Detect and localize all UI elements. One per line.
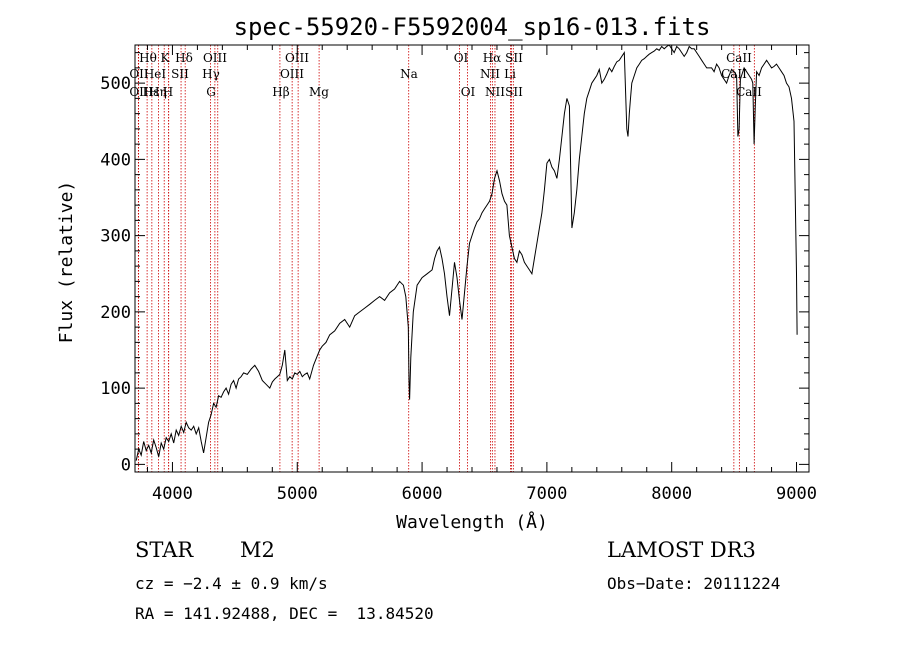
line-label-row1-1: K: [161, 51, 171, 65]
line-label-row3-7: OI: [461, 85, 476, 99]
redshift-readout: cz = −2.4 ± 0.9 km/s: [135, 574, 328, 593]
line-label-row1-8: CaII: [726, 51, 752, 65]
observation-date: Obs−Date: 20111224: [607, 574, 781, 593]
line-label-row1-2: Hδ: [175, 51, 193, 65]
line-label-row3-5: Hβ: [272, 85, 289, 99]
line-label-row2-2: SII: [171, 67, 189, 81]
y-tick-label-400: 400: [100, 150, 131, 170]
line-label-row3-0: OII: [129, 85, 149, 99]
line-label-row2-6: NII: [480, 67, 500, 81]
line-label-row3-2: Hη: [149, 85, 167, 99]
object-subclass: M2: [240, 538, 275, 562]
x-axis-ticks: 4000 5000 6000 7000 8000 9000: [146, 45, 817, 504]
plot-frame: [134, 44, 810, 473]
y-tick-label-200: 200: [100, 303, 131, 323]
line-label-row3-4: G: [206, 85, 216, 99]
x-tick-label-8000: 8000: [651, 484, 692, 504]
x-tick-label-6000: 6000: [402, 484, 443, 504]
line-label-row3-3: H: [163, 85, 173, 99]
line-label-row2-1: HeI: [144, 67, 167, 81]
line-label-row2-3: Hγ: [202, 67, 220, 81]
y-tick-label-500: 500: [100, 74, 131, 94]
x-tick-label-9000: 9000: [776, 484, 817, 504]
line-label-row3-6: Mg: [309, 85, 329, 99]
line-label-row2-7: Li: [504, 67, 516, 81]
line-label-row2-0: OII: [129, 67, 149, 81]
spectral-line-markers: [137, 45, 755, 472]
line-label-row1-5: OI: [454, 51, 469, 65]
line-label-row3-9: SII: [505, 85, 523, 99]
line-label-row3-1: Hε: [143, 85, 160, 99]
flux-series-line: [135, 44, 798, 461]
x-axis-label: Wavelength (Å): [396, 511, 548, 533]
line-label-row3-8: NII: [485, 85, 505, 99]
x-tick-label-7000: 7000: [526, 484, 567, 504]
y-axis-ticks: 0 100 200 300 400 500: [100, 52, 809, 475]
line-label-row1-6: Hα: [483, 51, 502, 65]
y-tick-label-100: 100: [100, 379, 131, 399]
line-label-row1-0: Hθ: [139, 51, 157, 65]
x-tick-label-5000: 5000: [277, 484, 318, 504]
survey-name: LAMOST DR3: [607, 538, 756, 562]
sky-coordinates: RA = 141.92488, DEC = 13.84520: [135, 604, 434, 623]
line-label-row2-4: OIII: [280, 67, 304, 81]
line-label-row2-5: Na: [400, 67, 418, 81]
y-tick-label-0: 0: [121, 455, 131, 475]
y-tick-label-300: 300: [100, 227, 131, 247]
y-axis-label: Flux (relative): [56, 181, 77, 344]
object-class: STAR: [135, 538, 194, 562]
line-label-row1-4: OIII: [285, 51, 309, 65]
chart-title: spec-55920-F5592004_sp16-013.fits: [234, 13, 711, 41]
line-label-row1-3: OIII: [203, 51, 227, 65]
line-label-row1-7: SII: [505, 51, 523, 65]
x-tick-label-4000: 4000: [152, 484, 193, 504]
